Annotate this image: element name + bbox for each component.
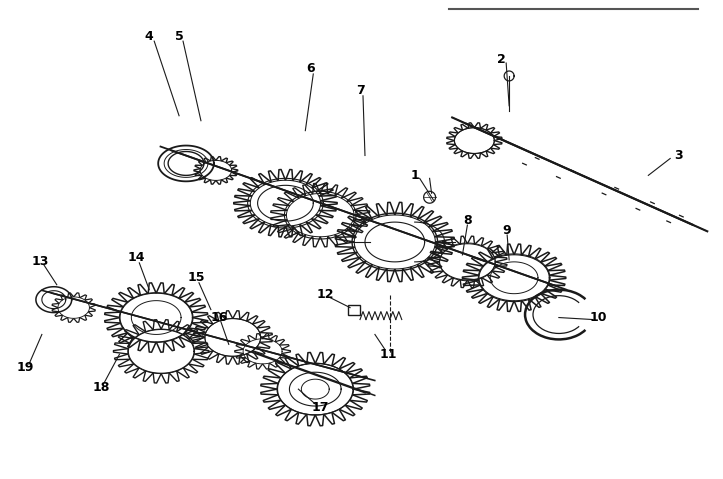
Text: 5: 5 [175, 30, 184, 43]
Text: 15: 15 [187, 271, 205, 284]
Bar [348, 305, 360, 315]
Text: 11: 11 [379, 348, 397, 361]
Text: 2: 2 [497, 53, 505, 66]
Text: 18: 18 [93, 381, 110, 394]
Text: 14: 14 [127, 251, 145, 264]
Text: 6: 6 [306, 62, 315, 76]
Text: 10: 10 [590, 311, 607, 324]
Text: 13: 13 [31, 255, 48, 268]
Text: 8: 8 [463, 214, 471, 227]
Text: 9: 9 [502, 224, 511, 237]
Text: 3: 3 [674, 149, 683, 162]
Text: 7: 7 [356, 84, 364, 97]
Text: 17: 17 [312, 400, 329, 413]
Text: 16: 16 [210, 311, 228, 324]
Text: 19: 19 [17, 361, 34, 374]
Text: 4: 4 [145, 30, 153, 43]
Text: 1: 1 [411, 169, 419, 182]
Text: 12: 12 [317, 288, 334, 301]
